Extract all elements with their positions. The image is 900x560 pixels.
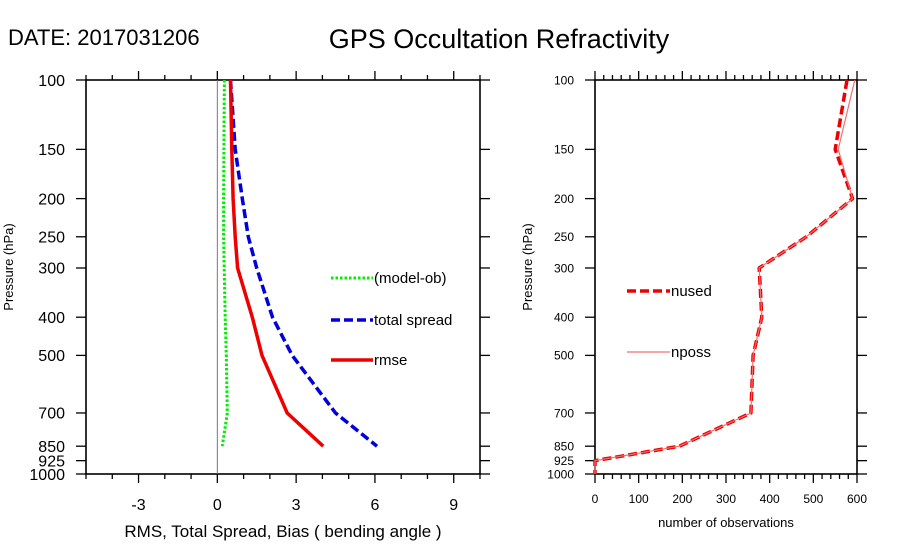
y-tick-label: 850 bbox=[554, 440, 574, 454]
legend-label: (model-ob) bbox=[374, 270, 447, 287]
series-line-rmse bbox=[228, 79, 325, 448]
series-line-nposs bbox=[594, 79, 856, 474]
y-tick-label: 100 bbox=[554, 73, 574, 87]
x-axis-label: number of observations bbox=[658, 515, 794, 530]
y-tick-label: 250 bbox=[554, 230, 574, 244]
left-plot: -3 0 3 6 9 100 150 200 250 300 400 500 700 8509251000… bbox=[1, 71, 490, 541]
y-tick-label: 100 bbox=[38, 73, 65, 90]
right-plot: 0 100 200 300 400 500 600 100 150 200 250 300 400 500… bbox=[520, 71, 867, 530]
y-tick-label: 150 bbox=[38, 142, 65, 159]
x-tick-label: -3 bbox=[131, 497, 145, 514]
y-tick-label: 700 bbox=[38, 406, 65, 423]
y-tick-label: 400 bbox=[554, 311, 574, 325]
x-axis-label: RMS, Total Spread, Bias ( bending angle … bbox=[124, 522, 441, 541]
y-tick-label: 1000 bbox=[29, 467, 65, 484]
y-tick-label: 300 bbox=[554, 261, 574, 275]
x-tick-label: 500 bbox=[803, 492, 823, 506]
y-tick-label: 200 bbox=[554, 192, 574, 206]
y-tick-label: 500 bbox=[38, 348, 65, 365]
y-tick-label: 250 bbox=[38, 230, 65, 247]
legend-label: total spread bbox=[374, 312, 452, 329]
y-tick-label: 925 bbox=[554, 454, 574, 468]
series-line-totalspread bbox=[228, 79, 379, 448]
date-label: DATE: 2017031206 bbox=[8, 25, 200, 50]
x-tick-label: 300 bbox=[716, 492, 736, 506]
y-tick-label: 850 bbox=[38, 439, 65, 456]
x-tick-label: 200 bbox=[672, 492, 692, 506]
x-tick-label: 3 bbox=[292, 497, 301, 514]
legend-label: nused bbox=[671, 283, 712, 300]
y-tick-label: 700 bbox=[554, 406, 574, 420]
series-line-nused bbox=[593, 79, 855, 474]
x-tick-label: 0 bbox=[213, 497, 222, 514]
y-tick-label: 500 bbox=[554, 349, 574, 363]
chart-title: GPS Occultation Refractivity bbox=[329, 24, 670, 54]
y-tick-label: 925 bbox=[38, 453, 65, 470]
y-tick-label: 300 bbox=[38, 261, 65, 278]
y-tick-label: 150 bbox=[554, 143, 574, 157]
x-tick-label: 0 bbox=[592, 492, 599, 506]
plot-frame bbox=[85, 79, 481, 475]
y-tick-label: 200 bbox=[38, 191, 65, 208]
legend-label: nposs bbox=[671, 344, 711, 361]
y-axis-label: Pressure (hPa) bbox=[520, 223, 535, 310]
plot-frame bbox=[594, 79, 858, 475]
series-line-modelob bbox=[220, 79, 229, 447]
y-tick-label: 400 bbox=[38, 310, 65, 327]
x-tick-label: 600 bbox=[847, 492, 867, 506]
y-tick-label: 1000 bbox=[547, 467, 574, 481]
x-tick-label: 6 bbox=[370, 497, 379, 514]
x-tick-label: 400 bbox=[760, 492, 780, 506]
y-axis-label: Pressure (hPa) bbox=[1, 223, 16, 310]
x-tick-label: 100 bbox=[629, 492, 649, 506]
x-tick-label: 9 bbox=[449, 497, 458, 514]
legend-label: rmse bbox=[374, 352, 407, 369]
